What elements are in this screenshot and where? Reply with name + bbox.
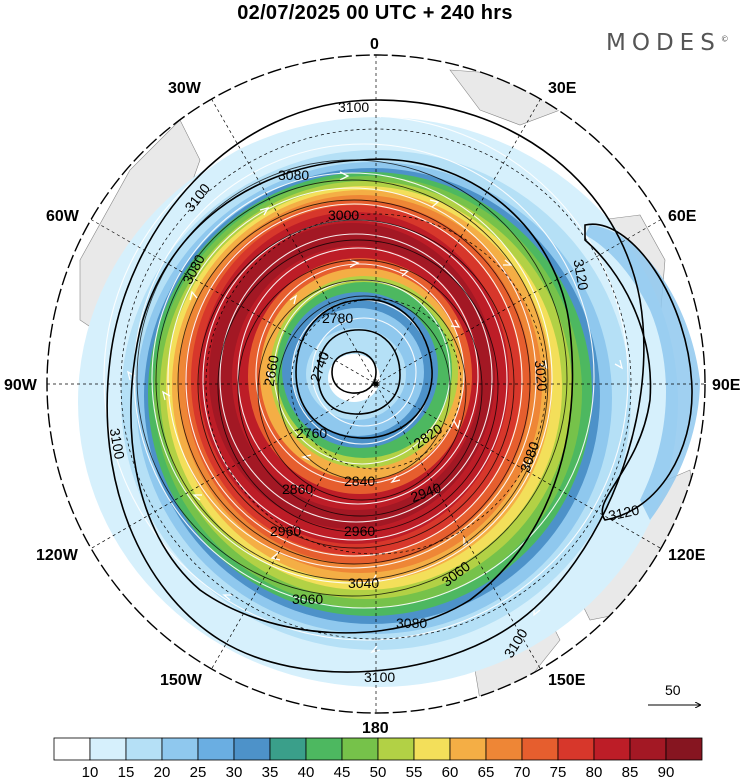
colorbar-swatch xyxy=(557,737,595,761)
colorbar-tick-label: 90 xyxy=(658,764,675,781)
contour-2780 xyxy=(295,298,433,439)
contour-label: 3100 xyxy=(338,99,369,115)
wind-reference-value: 50 xyxy=(665,682,681,698)
lon-label-0: 0 xyxy=(370,36,379,53)
colorbar-tick-label: 85 xyxy=(622,764,639,781)
contour-label: 2760 xyxy=(296,425,327,441)
streamline xyxy=(151,172,553,584)
contour-3120 xyxy=(584,223,693,521)
colorbar-tick-label: 25 xyxy=(190,764,207,781)
lon-label-150w: 150W xyxy=(160,672,203,689)
contour-label: 3020 xyxy=(532,359,551,392)
colorbar-swatch xyxy=(161,737,199,761)
contour-label: 3080 xyxy=(278,167,309,183)
lon-label-120w: 120W xyxy=(36,547,79,564)
colorbar-swatch xyxy=(341,737,379,761)
map-border xyxy=(46,54,706,714)
streamline xyxy=(167,187,537,569)
wind-reference-vector: 50 xyxy=(648,682,700,705)
contour-label: 3040 xyxy=(348,575,379,591)
colorbar-swatch xyxy=(89,737,127,761)
colorbar-swatch xyxy=(305,737,343,761)
lon-label-90e: 90E xyxy=(712,377,741,394)
streamline xyxy=(219,233,493,523)
lon-label-180: 180 xyxy=(362,720,389,737)
contour-2660 xyxy=(331,350,377,394)
copyright-mark: © xyxy=(720,34,729,44)
height-contours xyxy=(106,99,693,673)
colorbar-swatch xyxy=(665,737,703,761)
lon-label-30w: 30W xyxy=(168,80,202,97)
contour-label: 3060 xyxy=(292,591,323,607)
contour-label: 3100 xyxy=(364,669,395,685)
colorbar-tick-label: 45 xyxy=(334,764,351,781)
colorbar-tick-label: 70 xyxy=(514,764,531,781)
contour-label: 3000 xyxy=(328,207,359,223)
colorbar-tick-label: 10 xyxy=(82,764,99,781)
colorbar-tick-label: 15 xyxy=(118,764,135,781)
colorbar-tick-label: 35 xyxy=(262,764,279,781)
colorbar-swatch xyxy=(53,737,91,761)
colorbar-swatch xyxy=(269,737,307,761)
colorbar-swatch xyxy=(125,737,163,761)
colorbar-tick-label: 80 xyxy=(586,764,603,781)
colorbar-swatch xyxy=(449,737,487,761)
colorbar-swatch xyxy=(197,737,235,761)
pole-marker xyxy=(373,381,379,387)
colorbar-swatch xyxy=(593,737,631,761)
lon-label-30e: 30E xyxy=(548,80,577,97)
lon-label-120e: 120E xyxy=(668,547,706,564)
graticule xyxy=(47,55,705,713)
contour-3100 xyxy=(106,99,645,673)
colorbar-tick-label: 60 xyxy=(442,764,459,781)
wind-speed-shading xyxy=(78,117,678,687)
contour-label: 3120 xyxy=(571,258,592,292)
map-title: 02/07/2025 00 UTC + 240 hrs xyxy=(237,2,513,24)
lon-label-60w: 60W xyxy=(46,208,80,225)
lon-label-60e: 60E xyxy=(668,208,697,225)
contour-label: 2840 xyxy=(344,473,375,489)
contour-label: 3120 xyxy=(607,502,641,524)
contour-3080 xyxy=(130,158,574,634)
colorbar-tick-label: 75 xyxy=(550,764,567,781)
contour-label: 2960 xyxy=(344,523,375,539)
colorbar-tick-label: 40 xyxy=(298,764,315,781)
colorbar-tick-label: 30 xyxy=(226,764,243,781)
contour-label: 2780 xyxy=(322,310,353,326)
streamline xyxy=(311,317,417,427)
streamline-arrowheads xyxy=(126,109,624,654)
modes-logo: MODES© xyxy=(606,30,729,56)
colorbar-swatch xyxy=(377,737,415,761)
colorbar-tick-label: 55 xyxy=(406,764,423,781)
colorbar-swatch xyxy=(521,737,559,761)
streamline xyxy=(237,247,479,505)
contour-labels: 3100 3080 3000 3100 3080 2780 3120 2740 … xyxy=(107,99,641,685)
lon-label-90w: 90W xyxy=(4,377,38,394)
contour-label: 3080 xyxy=(396,615,427,631)
colorbar-swatch xyxy=(233,737,271,761)
streamline xyxy=(255,263,465,485)
colorbar-swatch xyxy=(485,737,523,761)
height-contours-inner xyxy=(136,159,568,597)
wind-streamlines xyxy=(103,115,629,641)
colorbar-tick-label: 50 xyxy=(370,764,387,781)
colorbar-swatch xyxy=(629,737,667,761)
longitude-labels: 0 30E 60E 90E 120E 150E 180 150W 120W 90… xyxy=(4,36,741,737)
brand-name: MODES xyxy=(606,30,721,56)
lon-label-150e: 150E xyxy=(548,672,586,689)
colorbar-tick-label: 65 xyxy=(478,764,495,781)
contour-label: 3100 xyxy=(107,427,128,461)
contour-label: 2860 xyxy=(282,481,313,497)
colorbar: 10 15 20 25 30 35 40 45 50 55 60 65 70 75 80 85 90 xyxy=(53,737,703,781)
colorbar-swatch xyxy=(413,737,451,761)
contour-label: 2660 xyxy=(261,354,282,388)
colorbar-tick-label: 20 xyxy=(154,764,171,781)
streamline xyxy=(103,115,629,641)
contour-2740 xyxy=(317,329,401,415)
contour-label: 2960 xyxy=(270,523,301,539)
streamline xyxy=(185,203,523,557)
